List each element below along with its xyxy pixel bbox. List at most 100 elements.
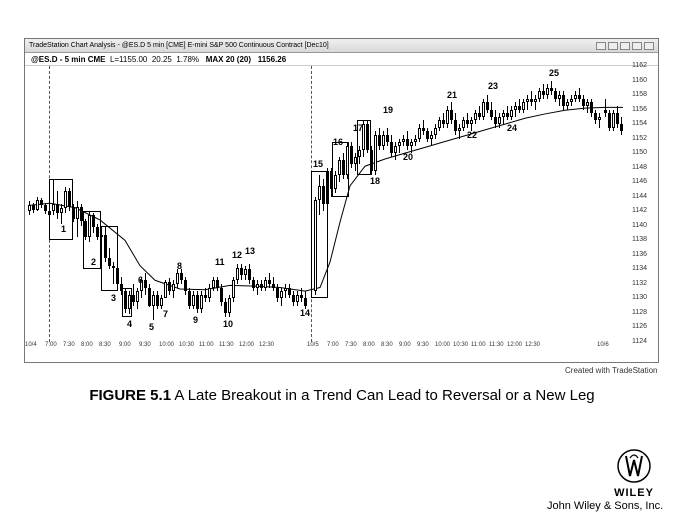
pattern-box <box>357 120 371 174</box>
window-buttons[interactable] <box>596 42 654 50</box>
logo-text: WILEY <box>604 487 664 499</box>
window-btn-2[interactable] <box>608 42 618 50</box>
chart-window: TradeStation Chart Analysis - @ES.D 5 mi… <box>24 38 659 363</box>
indicator-label: MAX 20 (20) <box>206 55 251 64</box>
x-tick: 7:30 <box>345 342 357 348</box>
x-tick: 7:00 <box>327 342 339 348</box>
y-tick: 1156 <box>632 106 647 113</box>
pattern-box <box>101 226 118 291</box>
x-tick: 10:00 <box>435 342 450 348</box>
y-tick: 1136 <box>632 251 647 258</box>
x-tick: 12:30 <box>259 342 274 348</box>
y-tick: 1144 <box>632 193 647 200</box>
y-tick: 1132 <box>632 280 647 287</box>
change: 20.25 <box>152 55 172 64</box>
y-tick: 1130 <box>632 294 647 301</box>
indicator-value: 1156.26 <box>258 55 286 64</box>
x-tick: 12:30 <box>525 342 540 348</box>
y-tick: 1124 <box>632 338 647 345</box>
bar-number-label: 19 <box>383 105 393 115</box>
bar-number-label: 22 <box>467 130 477 140</box>
x-tick: 9:30 <box>139 342 151 348</box>
window-btn-1[interactable] <box>596 42 606 50</box>
x-tick: 10/5 <box>307 342 319 348</box>
x-tick: 7:30 <box>63 342 75 348</box>
bar-number-label: 3 <box>111 293 116 303</box>
created-with-label: Created with TradeStation <box>565 366 658 375</box>
window-btn-4[interactable] <box>632 42 642 50</box>
y-tick: 1140 <box>632 222 647 229</box>
x-tick: 10/4 <box>25 342 37 348</box>
y-tick: 1138 <box>632 236 647 243</box>
x-axis: 10/47:007:308:008:309:009:3010:0010:3011… <box>25 342 630 362</box>
bar-number-label: 9 <box>193 315 198 325</box>
y-tick: 1128 <box>632 309 647 316</box>
bar-number-label: 10 <box>223 319 233 329</box>
bar-number-label: 25 <box>549 68 559 78</box>
info-bar: @ES.D - 5 min CME L=1155.00 20.25 1.78% … <box>25 53 658 66</box>
bar-number-label: 12 <box>232 250 242 260</box>
pattern-box <box>311 171 328 298</box>
x-tick: 9:00 <box>399 342 411 348</box>
bar-number-label: 20 <box>403 152 413 162</box>
pattern-box <box>83 211 101 269</box>
caption-figure-number: FIGURE 5.1 <box>89 387 171 404</box>
x-tick: 10:00 <box>159 342 174 348</box>
y-tick: 1148 <box>632 164 647 171</box>
x-tick: 8:30 <box>99 342 111 348</box>
x-tick: 7:00 <box>45 342 57 348</box>
y-tick: 1134 <box>632 265 647 272</box>
bar-number-label: 5 <box>149 322 154 332</box>
x-tick: 11:00 <box>199 342 214 348</box>
y-tick: 1152 <box>632 135 647 142</box>
pattern-box <box>49 179 73 241</box>
window-title-bar[interactable]: TradeStation Chart Analysis - @ES.D 5 mi… <box>25 39 658 53</box>
x-tick: 8:00 <box>363 342 375 348</box>
y-tick: 1146 <box>632 178 647 185</box>
bar-number-label: 8 <box>177 261 182 271</box>
last-price: L=1155.00 <box>110 55 147 64</box>
figure-caption: FIGURE 5.1 A Late Breakout in a Trend Ca… <box>0 387 684 404</box>
pattern-box <box>122 288 132 317</box>
window-btn-3[interactable] <box>620 42 630 50</box>
wiley-logo-icon <box>616 448 652 484</box>
y-tick: 1150 <box>632 149 647 156</box>
symbol-label: @ES.D - 5 min CME <box>31 55 105 64</box>
caption-text: A Late Breakout in a Trend Can Lead to R… <box>174 387 594 404</box>
bar-number-label: 21 <box>447 90 457 100</box>
y-tick: 1158 <box>632 91 647 98</box>
x-tick: 10:30 <box>179 342 194 348</box>
y-tick: 1154 <box>632 120 647 127</box>
plot-area[interactable]: 1234567891011121314151617181920212223242… <box>25 66 630 342</box>
bar-number-label: 7 <box>163 309 168 319</box>
window-title: TradeStation Chart Analysis - @ES.D 5 mi… <box>29 39 329 53</box>
x-tick: 11:30 <box>219 342 234 348</box>
x-tick: 8:00 <box>81 342 93 348</box>
x-tick: 9:00 <box>119 342 131 348</box>
y-axis: 1124 1126 1128 1130 1132 1134 1136 1138 1140 1142… <box>630 66 658 342</box>
x-tick: 10/6 <box>597 342 609 348</box>
x-tick: 8:30 <box>381 342 393 348</box>
bar-number-label: 13 <box>245 246 255 256</box>
x-tick: 9:30 <box>417 342 429 348</box>
y-tick: 1142 <box>632 207 647 214</box>
pattern-box <box>332 142 349 196</box>
publisher-name: John Wiley & Sons, Inc. <box>547 500 663 512</box>
x-tick: 12:00 <box>239 342 254 348</box>
publisher-logo: WILEY <box>604 448 664 499</box>
x-tick: 12:00 <box>507 342 522 348</box>
x-tick: 10:30 <box>453 342 468 348</box>
bar-number-label: 18 <box>370 176 380 186</box>
window-btn-5[interactable] <box>644 42 654 50</box>
x-tick: 11:30 <box>489 342 504 348</box>
bar-number-label: 24 <box>507 123 517 133</box>
y-tick: 1160 <box>632 77 647 84</box>
bar-number-label: 4 <box>127 319 132 329</box>
bar-number-label: 6 <box>138 275 143 285</box>
pct-change: 1.78% <box>176 55 199 64</box>
y-tick: 1126 <box>632 323 647 330</box>
y-tick: 1162 <box>632 62 647 69</box>
bar-number-label: 23 <box>488 81 498 91</box>
bar-number-label: 15 <box>313 159 323 169</box>
x-tick: 11:00 <box>471 342 486 348</box>
